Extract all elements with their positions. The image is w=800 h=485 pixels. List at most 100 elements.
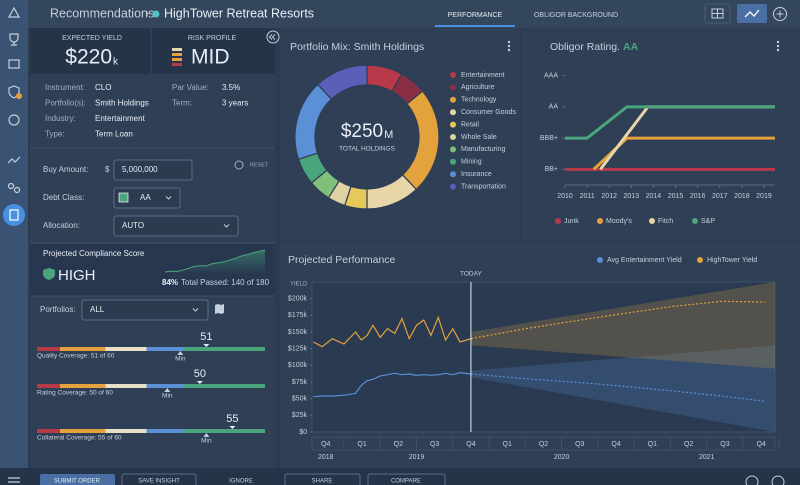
sidebar-icons[interactable]	[7, 6, 21, 483]
value-marker	[203, 344, 210, 347]
x-tick-label: 2013	[624, 193, 640, 200]
reset-button[interactable]: RESET	[250, 162, 269, 168]
x-tick-label: 2018	[734, 193, 750, 200]
reset-icon[interactable]	[234, 160, 244, 170]
year-label: 2019	[409, 454, 425, 461]
chevron	[165, 196, 172, 200]
coverage-label: Rating Coverage: 50 of 60	[37, 390, 113, 397]
history-line	[313, 372, 472, 398]
legend-swatch	[450, 183, 456, 190]
details: Instrument: CLO Portfolio(s): Smith Holding…	[45, 83, 248, 139]
x-tick-label: Q4	[757, 441, 766, 448]
x-tick-label: 2019	[756, 193, 772, 200]
legend-label: Manufacturing	[461, 146, 505, 153]
detail-label: Par Value:	[172, 83, 209, 92]
x-tick-label: 2014	[646, 193, 662, 200]
min-label: Min	[162, 393, 173, 400]
legend-label: Technology	[461, 97, 497, 104]
x-tick-label: Q2	[394, 441, 403, 448]
legend-label: Consumer Goods	[461, 109, 516, 116]
x-tick-label: Q2	[684, 441, 693, 448]
briefcase-icon[interactable]	[8, 59, 20, 69]
x-axis-row	[311, 436, 776, 451]
kebab[interactable]	[507, 40, 511, 52]
compare-button[interactable]	[367, 473, 446, 485]
kebab[interactable]	[776, 40, 780, 52]
y-tick-label: $200k	[288, 296, 308, 303]
trend-icon[interactable]	[7, 156, 21, 164]
forecast-band	[470, 345, 775, 432]
detail-label: Industry:	[45, 114, 76, 123]
coverage-label: Collateral Coverage: 55 of 60	[37, 435, 122, 442]
submit-button[interactable]	[40, 474, 115, 485]
help-button[interactable]	[745, 475, 759, 485]
y-tick-label: $100k	[288, 362, 308, 369]
allocation-select[interactable]	[113, 215, 239, 237]
trophy-icon[interactable]	[9, 33, 19, 46]
x-tick-label: 2011	[580, 193, 595, 200]
x-tick-label: 2010	[557, 193, 573, 200]
ignore-button[interactable]: IGNORE	[229, 479, 253, 485]
legend-label: S&P	[701, 218, 715, 225]
logo-icon[interactable]	[7, 6, 21, 18]
legend-label: Entertainment	[461, 72, 505, 79]
coverage-label: Quality Coverage: 51 of 60	[37, 353, 115, 360]
book-icon	[9, 209, 19, 221]
map-icon[interactable]	[215, 304, 224, 314]
tab[interactable]: OBLIGOR BACKGROUND	[534, 12, 618, 19]
legend-label: Transportation	[461, 183, 506, 190]
x-tick-label: 2015	[668, 193, 684, 200]
x-tick-label: Q1	[503, 441, 512, 448]
tab[interactable]: PERFORMANCE	[448, 12, 503, 19]
breadcrumb[interactable]: Recommendations	[50, 6, 154, 20]
debt-class: AA	[140, 193, 151, 202]
add-button[interactable]	[773, 7, 787, 21]
center-unit: M	[384, 129, 393, 141]
coverage-value: 50	[194, 368, 206, 380]
performance-title: Projected Performance	[288, 254, 396, 266]
x-tick-label: Q2	[539, 441, 548, 448]
portfolios-select[interactable]	[81, 299, 209, 321]
share-button[interactable]	[284, 473, 361, 485]
x-tick-label: 2012	[601, 193, 617, 200]
cycle-icon[interactable]	[8, 114, 20, 126]
legend-label: Junk	[564, 218, 579, 225]
legend-swatch	[692, 218, 698, 224]
buy-amount-input[interactable]	[113, 159, 193, 181]
x-tick-label: Q4	[466, 441, 475, 448]
legend-swatch	[450, 146, 456, 153]
yield-label: EXPECTED YIELD	[62, 35, 122, 42]
plot-clip	[313, 282, 775, 432]
portfolios-value: ALL	[90, 305, 105, 314]
breadcrumb-separator: ›	[145, 6, 149, 20]
legend-swatch	[450, 84, 456, 91]
forecast-line	[470, 373, 765, 402]
compliance-percent: 84%	[162, 278, 178, 287]
legend-swatch	[597, 257, 603, 263]
legend-swatch	[450, 158, 456, 165]
form-label: Debt Class:	[43, 193, 84, 202]
y-tick-label: $175k	[288, 312, 308, 319]
year-label: 2020	[554, 454, 570, 461]
debt-class-select[interactable]	[113, 187, 181, 209]
legend-label: Whole Sale	[461, 134, 497, 141]
x-tick-label: Q4	[611, 441, 620, 448]
save-button[interactable]	[121, 473, 197, 485]
detail-label: Term:	[172, 99, 192, 108]
save-label: SAVE INSIGHT	[138, 479, 180, 485]
y-tick-label: $50k	[292, 396, 308, 403]
nodes-icon[interactable]	[7, 182, 15, 190]
table-view-button[interactable]	[704, 3, 731, 24]
coverage-bar	[37, 347, 265, 351]
legend-label: Fitch	[658, 218, 673, 225]
settings-icon[interactable]	[8, 477, 20, 483]
min-marker	[177, 351, 184, 355]
year-label: 2021	[699, 454, 715, 461]
detail-value: Term Loan	[95, 130, 133, 139]
active-nav[interactable]	[3, 204, 25, 226]
donut-panel	[280, 28, 520, 240]
compliance-score: HIGH	[58, 267, 96, 284]
compliance-passed: Total Passed: 140 of 180	[181, 278, 270, 287]
star-button[interactable]	[771, 475, 785, 485]
